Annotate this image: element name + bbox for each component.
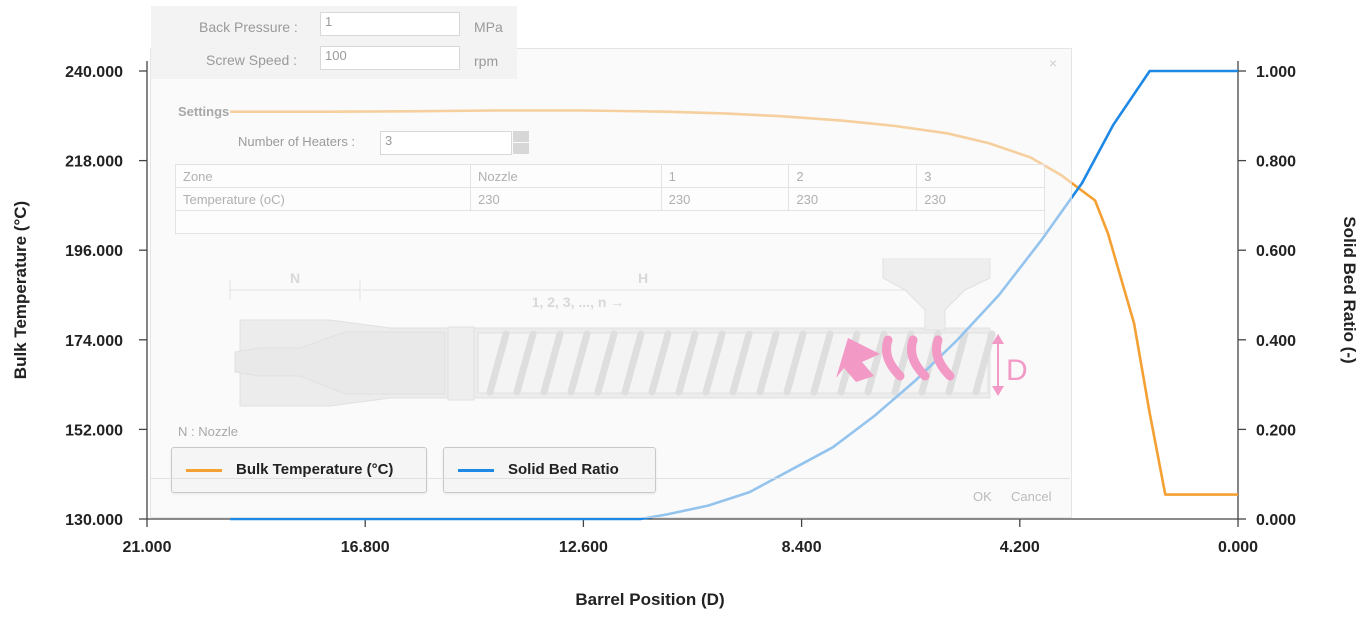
x-tick-label: 16.800: [341, 539, 390, 556]
heaters-input[interactable]: 3: [380, 131, 512, 155]
dialog-footer-divider: [150, 478, 1070, 479]
x-tick-label: 4.200: [1000, 539, 1040, 556]
y-left-tick-label: 130.000: [65, 512, 123, 529]
y-right-axis-label: Solid Bed Ratio (-): [1340, 216, 1359, 363]
back-pressure-input[interactable]: 1: [320, 12, 460, 36]
table-cell[interactable]: 230: [916, 187, 1045, 211]
y-right-tick-label: 0.600: [1256, 243, 1296, 260]
table-cell: Temperature (oC): [175, 187, 471, 211]
ok-button[interactable]: OK: [973, 489, 992, 504]
y-right-tick-label: 1.000: [1256, 64, 1296, 81]
process-inputs-panel: Back Pressure : 1 MPa Screw Speed : 100 …: [151, 6, 517, 79]
table-cell[interactable]: 230: [470, 187, 662, 211]
x-tick-label: 8.400: [782, 539, 822, 556]
legend-item-solid-bed-ratio[interactable]: Solid Bed Ratio: [443, 447, 656, 493]
y-left-tick-label: 240.000: [65, 64, 123, 81]
x-axis-label: Barrel Position (D): [575, 590, 724, 609]
spinner-down-icon[interactable]: [513, 143, 529, 154]
table-cell: Nozzle: [470, 164, 662, 188]
table-cell: 3: [916, 164, 1045, 188]
screw-speed-label: Screw Speed :: [206, 52, 298, 68]
heaters-spinner[interactable]: [513, 131, 529, 154]
y-left-axis-label: Bulk Temperature (°C): [11, 201, 30, 379]
legend-swatch-solid-bed-ratio: [458, 469, 494, 472]
cancel-button[interactable]: Cancel: [1011, 489, 1052, 504]
screw-speed-unit: rpm: [474, 53, 499, 69]
table-cell[interactable]: 230: [660, 187, 790, 211]
y-left-tick-label: 196.000: [65, 243, 123, 260]
x-tick-label: 0.000: [1218, 539, 1258, 556]
screw-speed-input[interactable]: 100: [320, 46, 460, 70]
legend-label-solid-bed-ratio: Solid Bed Ratio: [508, 461, 619, 478]
x-tick-label: 12.600: [559, 539, 608, 556]
settings-dialog-ghost: ×: [150, 48, 1072, 518]
heaters-label: Number of Heaters :: [238, 134, 356, 149]
nozzle-note: N : Nozzle: [178, 424, 238, 439]
x-tick-label: 21.000: [123, 539, 172, 556]
spinner-up-icon[interactable]: [513, 131, 529, 142]
y-right-tick-label: 0.000: [1256, 512, 1296, 529]
y-left-tick-label: 218.000: [65, 154, 123, 171]
heater-zone-table: Zone Nozzle 1 2 3 Temperature (oC) 230 2…: [175, 164, 1045, 234]
table-empty-row: [175, 210, 1045, 234]
close-icon[interactable]: ×: [1048, 55, 1057, 71]
table-cell: Zone: [175, 164, 471, 188]
legend-item-bulk-temperature[interactable]: Bulk Temperature (°C): [171, 447, 427, 493]
legend-swatch-bulk-temperature: [186, 469, 222, 472]
y-right-tick-label: 0.400: [1256, 333, 1296, 350]
table-row: Temperature (oC) 230 230 230 230: [175, 187, 1045, 211]
y-right-tick-label: 0.200: [1256, 422, 1296, 439]
table-cell: 2: [788, 164, 918, 188]
y-right-tick-label: 0.800: [1256, 154, 1296, 171]
axes-group: 21.000 16.800 12.600 8.400 4.200 0.000130.000…: [65, 61, 1296, 556]
back-pressure-unit: MPa: [474, 19, 503, 35]
legend-label-bulk-temperature: Bulk Temperature (°C): [236, 461, 394, 478]
table-cell: 1: [660, 164, 790, 188]
back-pressure-label: Back Pressure :: [199, 19, 298, 35]
y-left-tick-label: 152.000: [65, 422, 123, 439]
settings-title: Settings: [178, 104, 230, 119]
y-left-tick-label: 174.000: [65, 333, 123, 350]
table-header-row: Zone Nozzle 1 2 3: [175, 164, 1045, 188]
table-cell[interactable]: 230: [788, 187, 918, 211]
